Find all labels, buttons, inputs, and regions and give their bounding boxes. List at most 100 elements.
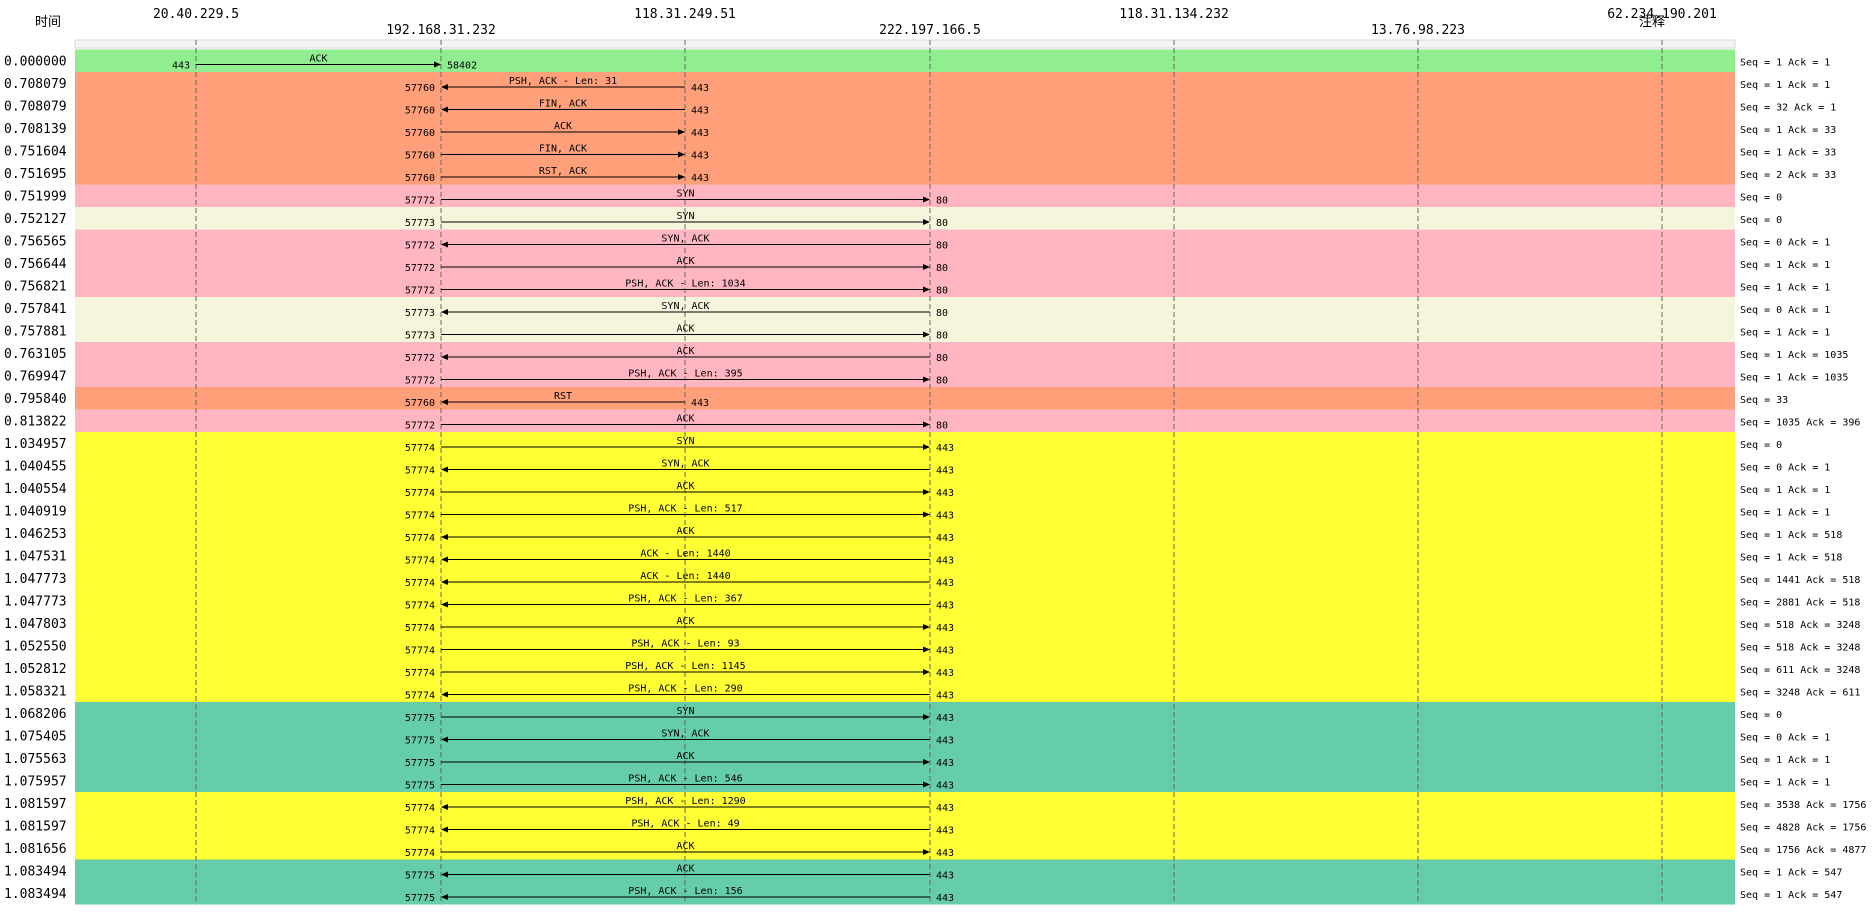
port-right: 443 bbox=[936, 826, 954, 837]
port-left: 57774 bbox=[405, 601, 435, 612]
row-time: 1.046253 bbox=[4, 527, 67, 542]
host-label-4: 118.31.134.232 bbox=[1119, 7, 1229, 22]
row-time: 0.756565 bbox=[4, 235, 67, 250]
row-comment: Seq = 0 Ack = 1 bbox=[1740, 238, 1830, 249]
row-time: 1.034957 bbox=[4, 437, 67, 452]
row-comment: Seq = 1 Ack = 1 bbox=[1740, 80, 1830, 91]
arrow-head bbox=[441, 826, 448, 833]
row-comment: Seq = 1 Ack = 518 bbox=[1740, 530, 1842, 541]
port-left: 57774 bbox=[405, 668, 435, 679]
row-band bbox=[75, 72, 1735, 95]
row-bands bbox=[74, 39, 1736, 905]
arrow-head bbox=[678, 129, 685, 135]
row-time: 1.081597 bbox=[4, 797, 67, 812]
row-band bbox=[75, 657, 1735, 680]
port-left: 57772 bbox=[405, 421, 435, 432]
arrow-head bbox=[441, 84, 448, 90]
row-time: 0.751999 bbox=[4, 190, 67, 205]
row-time: 1.052550 bbox=[4, 640, 67, 655]
port-right: 443 bbox=[936, 713, 954, 724]
row-band bbox=[75, 319, 1735, 342]
port-right: 443 bbox=[691, 128, 709, 139]
row-band bbox=[75, 567, 1735, 590]
row-time: 0.751604 bbox=[4, 145, 67, 160]
row-band bbox=[75, 162, 1735, 185]
row-comment: Seq = 1756 Ack = 4877 bbox=[1740, 845, 1866, 856]
row-comment: Seq = 1 Ack = 1 bbox=[1740, 508, 1830, 519]
port-left: 443 bbox=[172, 61, 190, 72]
message-label: ACK bbox=[676, 864, 694, 875]
port-left: 57773 bbox=[405, 308, 435, 319]
row-comment: Seq = 0 Ack = 1 bbox=[1740, 305, 1830, 316]
row-band bbox=[75, 252, 1735, 275]
row-time: 1.058321 bbox=[4, 685, 67, 700]
port-right: 443 bbox=[936, 443, 954, 454]
row-comment: Seq = 33 bbox=[1740, 395, 1788, 406]
arrow-head bbox=[441, 894, 448, 900]
arrow-head bbox=[441, 601, 448, 608]
port-right: 443 bbox=[936, 848, 954, 859]
port-left: 57772 bbox=[405, 196, 435, 207]
row-texts: 0.000000 ACK 443 58402 Seq = 1 Ack = 1 0.7080… bbox=[4, 54, 1866, 905]
port-right: 80 bbox=[936, 308, 948, 319]
message-label: SYN, ACK bbox=[661, 301, 709, 312]
message-label: RST, ACK bbox=[539, 166, 587, 177]
port-right: 443 bbox=[936, 871, 954, 882]
message-label: PSH, ACK - Len: 1034 bbox=[625, 279, 745, 290]
message-label: ACK bbox=[676, 751, 694, 762]
port-right: 443 bbox=[691, 173, 709, 184]
port-left: 57772 bbox=[405, 376, 435, 387]
message-label: PSH, ACK - Len: 367 bbox=[628, 594, 742, 605]
row-comment: Seq = 1 Ack = 1035 bbox=[1740, 373, 1848, 384]
host-label-6: 62.234.190.201 bbox=[1607, 7, 1717, 22]
message-label: PSH, ACK - Len: 156 bbox=[628, 886, 742, 897]
port-left: 57774 bbox=[405, 691, 435, 702]
row-comment: Seq = 1 Ack = 1 bbox=[1740, 328, 1830, 339]
header-row: 时间 注释 20.40.229.5 192.168.31.232 118.31.24… bbox=[35, 7, 1717, 38]
row-time: 0.813822 bbox=[4, 415, 67, 430]
arrow-head bbox=[441, 241, 448, 248]
port-left: 57775 bbox=[405, 781, 435, 792]
row-band bbox=[75, 859, 1735, 882]
row-comment: Seq = 1 Ack = 1 bbox=[1740, 283, 1830, 294]
row-time: 0.757841 bbox=[4, 302, 67, 317]
message-label: ACK bbox=[676, 256, 694, 267]
arrow-head bbox=[923, 264, 930, 270]
row-band bbox=[75, 522, 1735, 545]
port-right: 80 bbox=[936, 353, 948, 364]
row-band bbox=[75, 94, 1735, 117]
arrow-head bbox=[441, 466, 448, 473]
row-band bbox=[75, 454, 1735, 477]
arrow-head bbox=[923, 489, 930, 495]
row-time: 1.081597 bbox=[4, 820, 67, 835]
row-band bbox=[75, 297, 1735, 320]
port-right: 443 bbox=[936, 511, 954, 522]
row-band bbox=[75, 634, 1735, 657]
arrow-head bbox=[441, 106, 448, 113]
row-band bbox=[75, 612, 1735, 635]
port-left: 57774 bbox=[405, 533, 435, 544]
row-band bbox=[75, 117, 1735, 140]
port-right: 443 bbox=[691, 151, 709, 162]
port-left: 57774 bbox=[405, 488, 435, 499]
message-label: ACK - Len: 1440 bbox=[640, 549, 730, 560]
row-band bbox=[75, 589, 1735, 612]
port-left: 57774 bbox=[405, 443, 435, 454]
port-left: 57760 bbox=[405, 128, 435, 139]
row-band bbox=[75, 769, 1735, 792]
port-left: 57775 bbox=[405, 893, 435, 904]
message-label: PSH, ACK - Len: 31 bbox=[509, 76, 617, 87]
port-right: 80 bbox=[936, 376, 948, 387]
host-label-5: 13.76.98.223 bbox=[1371, 23, 1465, 38]
message-label: PSH, ACK - Len: 49 bbox=[631, 819, 739, 830]
arrow-head bbox=[923, 849, 930, 855]
row-band bbox=[75, 207, 1735, 230]
port-right: 443 bbox=[936, 803, 954, 814]
row-band bbox=[75, 139, 1735, 162]
arrow-head bbox=[923, 331, 930, 338]
port-right: 443 bbox=[936, 556, 954, 567]
row-time: 1.047531 bbox=[4, 550, 67, 565]
row-comment: Seq = 0 Ack = 1 bbox=[1740, 463, 1830, 474]
row-comment: Seq = 2881 Ack = 518 bbox=[1740, 598, 1860, 609]
